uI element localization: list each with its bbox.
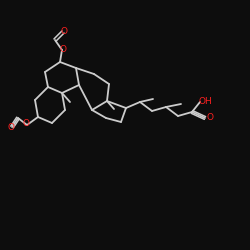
Text: O: O [60,46,66,54]
Text: O: O [206,114,214,122]
Text: O: O [60,28,68,36]
Text: O: O [8,124,14,132]
Text: O: O [22,120,30,128]
Text: OH: OH [198,96,212,106]
